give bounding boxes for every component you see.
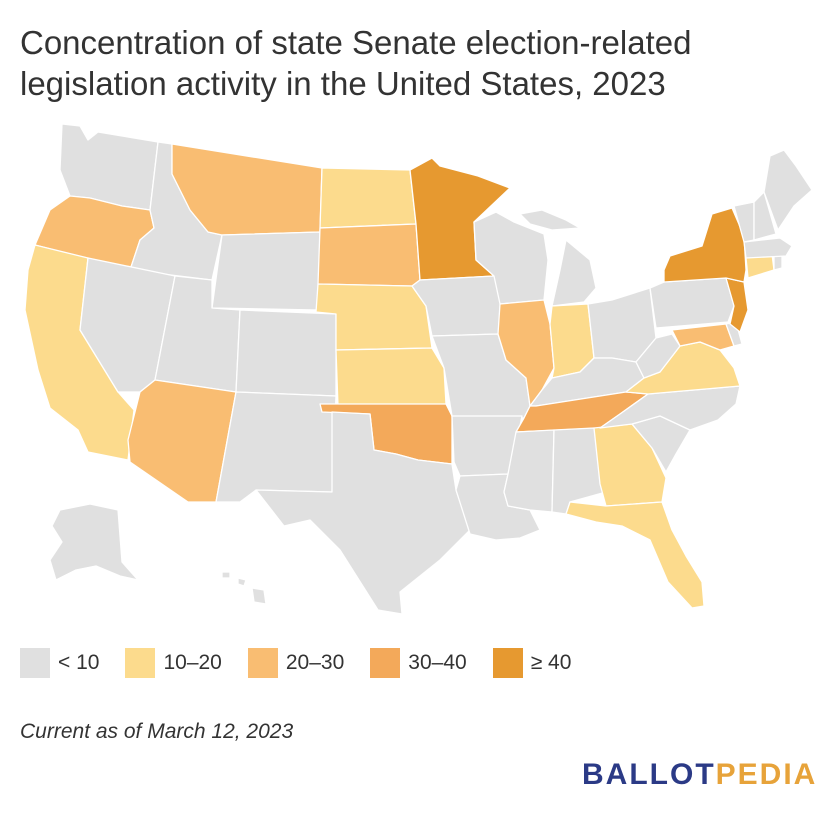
state-new-mexico <box>215 391 337 503</box>
state-alaska <box>49 503 139 581</box>
footnote: Current as of March 12, 2023 <box>20 720 294 743</box>
legend-swatch <box>20 648 50 678</box>
state-wyoming <box>211 231 321 311</box>
legend-label: 20–30 <box>285 651 345 674</box>
legend-item: 10–20 <box>125 648 222 678</box>
legend-item: ≥ 40 <box>492 648 572 678</box>
legend-label: ≥ 40 <box>530 651 572 674</box>
legend-label: < 10 <box>58 651 100 674</box>
map-title: Concentration of state Senate election-r… <box>20 24 692 102</box>
legend-item: 20–30 <box>247 648 345 678</box>
state-wisconsin <box>473 211 549 305</box>
legend-label: 30–40 <box>408 651 467 674</box>
state-michigan <box>519 209 597 307</box>
state-new-york <box>663 207 747 283</box>
state-new-hampshire <box>753 191 777 241</box>
state-south-dakota <box>317 223 421 287</box>
legend-swatch <box>247 648 278 678</box>
state-massachusetts <box>743 237 793 259</box>
us-states-map <box>0 110 840 640</box>
legend-label: 10–20 <box>163 651 222 674</box>
state-kansas <box>335 347 447 407</box>
legend-swatch <box>125 648 156 678</box>
legend-item: 30–40 <box>370 648 467 678</box>
state-north-dakota <box>319 167 417 229</box>
legend-item: < 10 <box>20 648 99 678</box>
state-maine <box>763 149 813 231</box>
state-hawaii <box>221 571 267 605</box>
logo-part-pedia: PEDIA <box>715 758 818 791</box>
legend-swatch <box>370 648 401 678</box>
legend-swatch <box>492 648 523 678</box>
state-texas <box>255 411 471 615</box>
ballotpedia-logo: BALLOTPEDIA <box>582 758 817 792</box>
state-pennsylvania <box>649 277 735 329</box>
state-colorado <box>235 309 337 397</box>
state-north-carolina <box>599 385 741 431</box>
map-svg <box>24 123 813 615</box>
state-florida <box>565 501 705 609</box>
logo-part-ballot: BALLOT <box>582 758 716 791</box>
legend: < 10 10–20 20–30 30–40 ≥ 40 <box>20 648 597 678</box>
